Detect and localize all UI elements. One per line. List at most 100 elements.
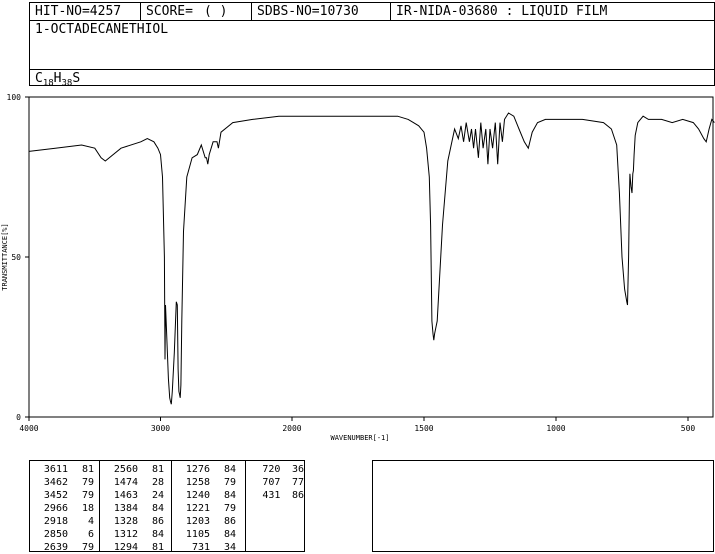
x-tick-label: 2000 bbox=[282, 424, 301, 433]
formula-sulfur: S bbox=[72, 71, 81, 86]
formula-rule bbox=[30, 69, 714, 70]
peak-wavenumber: 2918 bbox=[43, 516, 68, 527]
y-tick-label: 0 bbox=[16, 413, 21, 422]
peak-transmittance: 79 bbox=[223, 503, 236, 514]
peak-row: 1328 86 bbox=[100, 515, 171, 528]
peak-transmittance: 81 bbox=[151, 464, 164, 475]
peak-transmittance: 4 bbox=[87, 516, 94, 527]
peak-row: 1474 28 bbox=[100, 476, 171, 489]
peak-transmittance: 36 bbox=[291, 464, 304, 475]
peak-column: 720 36 707 77 431 86 bbox=[246, 461, 304, 551]
peak-row: 1276 84 bbox=[172, 463, 245, 476]
peak-row: 1312 84 bbox=[100, 528, 171, 541]
peak-transmittance: 6 bbox=[87, 529, 94, 540]
peak-transmittance: 79 bbox=[81, 542, 94, 553]
peak-wavenumber: 1240 bbox=[185, 490, 210, 501]
y-tick-label: 50 bbox=[11, 253, 21, 262]
peak-wavenumber: 2560 bbox=[113, 464, 138, 475]
peak-row: 2639 79 bbox=[30, 541, 99, 554]
peak-transmittance: 81 bbox=[81, 464, 94, 475]
peak-row: 2966 18 bbox=[30, 502, 99, 515]
peak-row: 731 34 bbox=[172, 541, 245, 554]
peak-wavenumber: 1294 bbox=[113, 542, 138, 553]
peak-row: 1221 79 bbox=[172, 502, 245, 515]
peak-wavenumber: 431 bbox=[262, 490, 281, 501]
formula-hydrogen: H bbox=[53, 71, 62, 86]
sdbs-number: SDBS-NO=10730 bbox=[257, 4, 359, 19]
header-divider bbox=[390, 3, 391, 20]
peak-wavenumber: 1221 bbox=[185, 503, 210, 514]
x-tick-label: 1500 bbox=[414, 424, 433, 433]
peak-wavenumber: 2850 bbox=[43, 529, 68, 540]
peak-transmittance: 34 bbox=[223, 542, 236, 553]
peak-transmittance: 86 bbox=[151, 516, 164, 527]
header-divider bbox=[140, 3, 141, 20]
molecular-formula: C18H38S bbox=[30, 70, 230, 89]
peak-wavenumber: 3462 bbox=[43, 477, 68, 488]
peak-transmittance: 86 bbox=[291, 490, 304, 501]
x-tick-label: 1000 bbox=[546, 424, 565, 433]
spectrum-line bbox=[28, 112, 715, 405]
peak-row: 3462 79 bbox=[30, 476, 99, 489]
peak-wavenumber: 2639 bbox=[43, 542, 68, 553]
header-block: HIT-NO=4257 SCORE= ( ) SDBS-NO=10730 IR-… bbox=[29, 2, 715, 89]
x-tick-label: 500 bbox=[681, 424, 696, 433]
peak-column: 3611 81 3462 79 3452 79 2966 18 2918 4 2850 6 2639 79 bbox=[30, 461, 100, 554]
peak-row: 720 36 bbox=[246, 463, 304, 476]
structure-box bbox=[372, 460, 714, 552]
peak-row: 2560 81 bbox=[100, 463, 171, 476]
peak-row: 1240 84 bbox=[172, 489, 245, 502]
peak-transmittance: 84 bbox=[151, 529, 164, 540]
peak-column: 1276 84 1258 79 1240 84 1221 79 1203 86 1105 84 731 3… bbox=[172, 461, 246, 554]
peak-transmittance: 84 bbox=[223, 490, 236, 501]
compound-name: 1-OCTADECANETHIOL bbox=[35, 22, 169, 37]
peak-row: 431 86 bbox=[246, 489, 304, 502]
peak-row: 2850 6 bbox=[30, 528, 99, 541]
peak-row: 1258 79 bbox=[172, 476, 245, 489]
peak-wavenumber: 707 bbox=[262, 477, 281, 488]
peak-wavenumber: 720 bbox=[262, 464, 281, 475]
formula-carbon: C bbox=[35, 71, 43, 86]
peak-row: 2918 4 bbox=[30, 515, 99, 528]
peak-wavenumber: 1312 bbox=[113, 529, 138, 540]
peak-transmittance: 84 bbox=[151, 503, 164, 514]
peak-wavenumber: 731 bbox=[191, 542, 210, 553]
peak-transmittance: 18 bbox=[81, 503, 94, 514]
peak-row: 3611 81 bbox=[30, 463, 99, 476]
peak-column: 2560 81 1474 28 1463 24 1384 84 1328 86 1312 84 1294… bbox=[100, 461, 172, 554]
peak-transmittance: 79 bbox=[223, 477, 236, 488]
peak-transmittance: 79 bbox=[81, 477, 94, 488]
header-divider bbox=[251, 3, 252, 20]
peak-wavenumber: 1276 bbox=[185, 464, 210, 475]
hit-number: HIT-NO=4257 bbox=[35, 4, 122, 19]
peak-wavenumber: 1384 bbox=[113, 503, 138, 514]
peak-row: 1463 24 bbox=[100, 489, 171, 502]
peak-wavenumber: 1463 bbox=[113, 490, 138, 501]
x-tick-label: 4000 bbox=[19, 424, 38, 433]
peak-table: 3611 81 3462 79 3452 79 2966 18 2918 4 2850 6 2639 79… bbox=[29, 460, 305, 554]
peak-wavenumber: 1474 bbox=[113, 477, 138, 488]
x-tick-label: 3000 bbox=[151, 424, 170, 433]
y-tick-label: 100 bbox=[7, 93, 22, 102]
peak-transmittance: 86 bbox=[223, 516, 236, 527]
peak-transmittance: 84 bbox=[223, 464, 236, 475]
formula-hydrogen-count: 38 bbox=[61, 78, 73, 89]
peak-transmittance: 81 bbox=[151, 542, 164, 553]
peak-transmittance: 84 bbox=[223, 529, 236, 540]
ir-identifier: IR-NIDA-03680 : LIQUID FILM bbox=[396, 4, 608, 19]
peak-wavenumber: 1203 bbox=[185, 516, 210, 527]
peak-row: 3452 79 bbox=[30, 489, 99, 502]
formula-carbon-count: 18 bbox=[42, 78, 54, 89]
x-axis-label: WAVENUMBER[-1] bbox=[330, 434, 389, 442]
peak-row: 1105 84 bbox=[172, 528, 245, 541]
peak-transmittance: 28 bbox=[151, 477, 164, 488]
peak-row: 1294 81 bbox=[100, 541, 171, 554]
ir-spectrum-chart: 4000 3000 2000 1500 1000 500100500WAVENUMBER[… bbox=[1, 93, 715, 442]
peak-wavenumber: 1105 bbox=[185, 529, 210, 540]
peak-wavenumber: 1328 bbox=[113, 516, 138, 527]
header-rule bbox=[30, 20, 714, 21]
peak-wavenumber: 1258 bbox=[185, 477, 210, 488]
peak-transmittance: 77 bbox=[291, 477, 304, 488]
peak-wavenumber: 3611 bbox=[43, 464, 68, 475]
score-label: SCORE= bbox=[146, 4, 193, 19]
